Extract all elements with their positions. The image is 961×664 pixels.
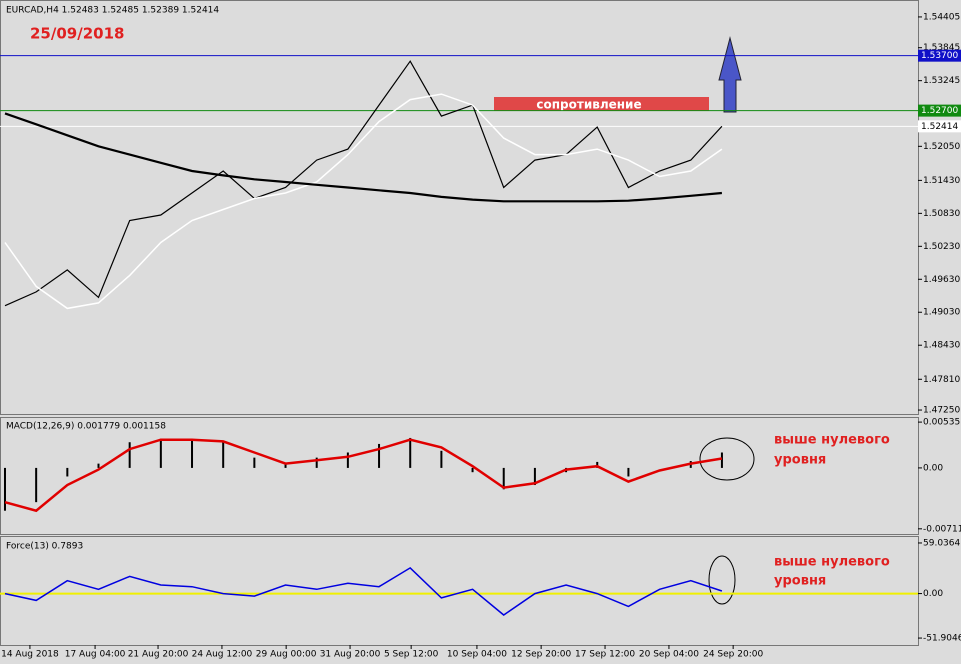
y-tick-label: 1.53845 (923, 43, 960, 53)
y-tick-label: 1.51430 (923, 176, 960, 186)
up-arrow (718, 36, 742, 113)
main-panel (0, 0, 919, 415)
annotation: уровня (774, 453, 826, 468)
macd-bar (66, 467, 69, 477)
date-label: 25/09/2018 (30, 25, 124, 43)
y-tick-label: 1.49030 (923, 308, 960, 318)
y-tick-label: 1.50230 (923, 242, 960, 252)
macd-panel (0, 417, 919, 535)
level-tag (918, 120, 961, 133)
series-line (4, 566, 723, 616)
y-tick-label: 1.50830 (923, 209, 960, 219)
level-label: 1.52700 (921, 106, 958, 116)
x-tick-label: 12 Sep 20:00 (511, 650, 571, 660)
macd-bar (440, 450, 443, 468)
macd-bar (533, 467, 536, 486)
x-tick-label: 21 Aug 20:00 (128, 650, 189, 660)
level-tag (918, 49, 961, 62)
macd-bar (346, 452, 349, 468)
macd-bar (627, 467, 630, 477)
annotation: выше нулевого (774, 555, 890, 570)
y-tick-label: 1.47810 (923, 375, 960, 385)
series-line (4, 60, 723, 307)
y-tick-label: 1.52050 (923, 142, 960, 152)
x-tick-label: 24 Sep 20:00 (703, 650, 763, 660)
series-line (4, 112, 722, 203)
macd-bar (128, 442, 131, 468)
x-tick-label: 17 Sep 12:00 (575, 650, 635, 660)
macd-bar (35, 467, 38, 503)
level-tag (918, 104, 961, 117)
highlight-ellipse (708, 555, 736, 605)
macd-bar (3, 467, 6, 511)
y-tick-label: 1.54405 (923, 12, 960, 22)
x-tick-label: 29 Aug 00:00 (256, 650, 317, 660)
chart-title: EURCAD,H4 1.52483 1.52485 1.52389 1.5241… (6, 6, 219, 16)
resistance-label: сопротивление (536, 98, 641, 112)
x-tick-label: 5 Sep 12:00 (384, 650, 439, 660)
x-tick-label: 31 Aug 20:00 (320, 650, 381, 660)
x-tick-label: 17 Aug 04:00 (65, 650, 126, 660)
annotation: уровня (774, 574, 826, 589)
x-tick-label: 24 Aug 12:00 (192, 650, 253, 660)
series-line (4, 438, 723, 513)
macd-bar (222, 442, 225, 468)
macd-bar (502, 467, 505, 490)
force-panel (0, 536, 919, 646)
y-tick-label: -51.9046 (923, 634, 961, 644)
y-tick-label: 1.48430 (923, 341, 960, 351)
y-tick-label: 1.53245 (923, 76, 960, 86)
y-tick-label: 0.00 (923, 463, 943, 473)
macd-bar (159, 438, 162, 468)
level-label: 1.53700 (921, 51, 958, 61)
y-tick-label: 0.00 (923, 589, 943, 599)
series-line (4, 93, 723, 310)
force-title: Force(13) 0.7893 (6, 542, 83, 552)
x-tick-label: 20 Sep 04:00 (639, 650, 699, 660)
macd-bar (253, 457, 256, 468)
x-tick-label: 10 Sep 04:00 (447, 650, 507, 660)
annotation: выше нулевого (774, 433, 890, 448)
macd-bar (720, 452, 723, 468)
level-label: 1.52414 (921, 122, 958, 132)
y-tick-label: 1.49630 (923, 275, 960, 285)
y-tick-label: 1.47250 (923, 406, 960, 416)
macd-title: MACD(12,26,9) 0.001779 0.001158 (6, 422, 166, 432)
macd-bar (471, 467, 474, 473)
resistance-box (494, 97, 709, 111)
macd-bar (97, 463, 100, 468)
macd-bar (596, 461, 599, 468)
y-tick-label: 59.0364 (923, 538, 960, 548)
macd-bar (378, 443, 381, 468)
x-tick-label: 14 Aug 2018 (1, 650, 59, 660)
macd-bar (284, 463, 287, 468)
macd-bar (315, 457, 318, 468)
macd-bar (191, 440, 194, 468)
macd-bar (409, 437, 412, 468)
y-tick-label: 0.005351 (923, 418, 961, 428)
highlight-ellipse (699, 437, 755, 481)
